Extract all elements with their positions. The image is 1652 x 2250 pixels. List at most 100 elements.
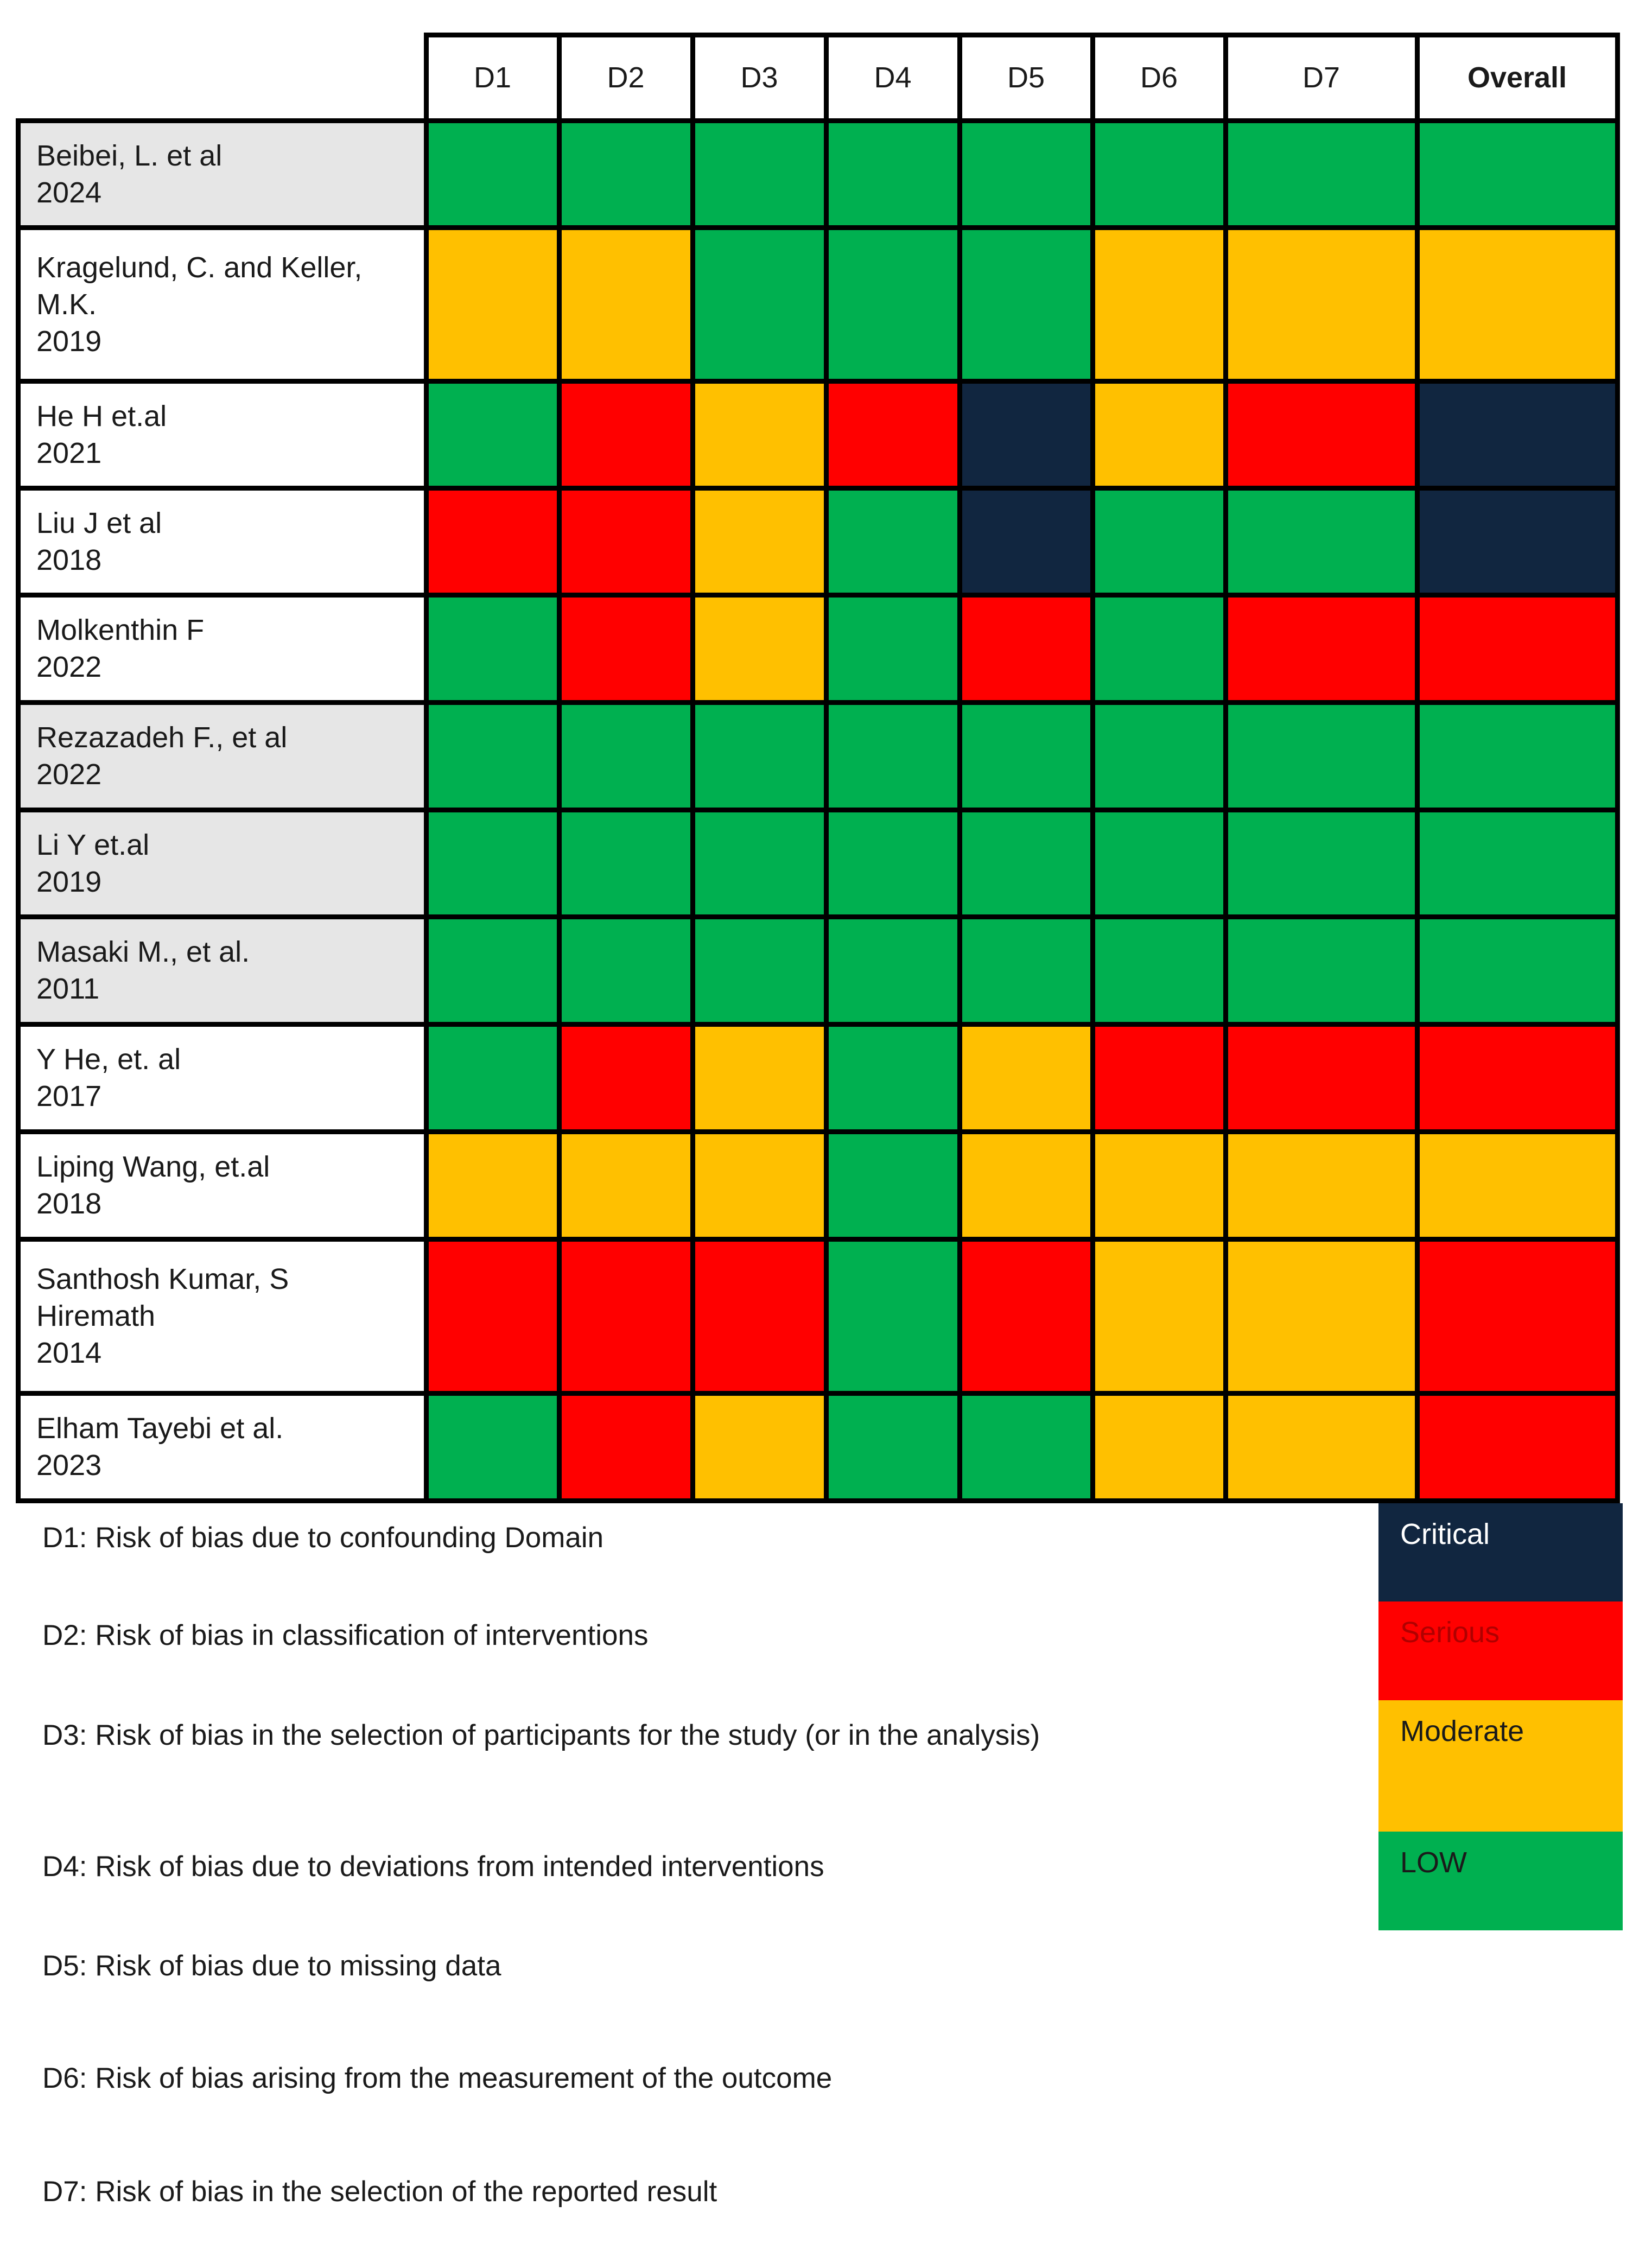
rating-cell-d5 bbox=[960, 1132, 1092, 1239]
rating-cell-d6 bbox=[1092, 702, 1225, 810]
rating-cell-d4 bbox=[826, 1393, 960, 1501]
legend-moderate: Moderate bbox=[1378, 1700, 1623, 1832]
domain-definition: D5: Risk of bias due to missing data bbox=[42, 1950, 501, 1982]
study-label-line: Liping Wang, et.al bbox=[36, 1151, 270, 1183]
rating-cell-d4 bbox=[826, 917, 960, 1024]
study-label-line: Kragelund, C. and Keller, bbox=[36, 251, 363, 284]
rating-cell-d2 bbox=[559, 595, 692, 702]
rating-cell-d2 bbox=[559, 1132, 692, 1239]
rating-cell-d1 bbox=[426, 917, 559, 1024]
rating-cell-d4 bbox=[826, 810, 960, 917]
rating-cell-d7 bbox=[1225, 1024, 1417, 1132]
rating-cell-d6 bbox=[1092, 381, 1225, 488]
rating-cell-d4 bbox=[826, 227, 960, 381]
rating-cell-overall bbox=[1417, 120, 1617, 227]
rating-cell-d7 bbox=[1225, 1393, 1417, 1501]
grid-line bbox=[15, 1129, 1620, 1134]
rating-cell-d2 bbox=[559, 702, 692, 810]
rating-cell-d5 bbox=[960, 595, 1092, 702]
study-label-line: 2022 bbox=[36, 651, 102, 683]
rating-cell-d7 bbox=[1225, 488, 1417, 595]
rating-cell-d2 bbox=[559, 917, 692, 1024]
rating-cell-d7 bbox=[1225, 1132, 1417, 1239]
study-label-line: Y He, et. al bbox=[36, 1043, 181, 1076]
rating-cell-d2 bbox=[559, 227, 692, 381]
rating-cell-d3 bbox=[692, 120, 826, 227]
rating-cell-d6 bbox=[1092, 1393, 1225, 1501]
rating-cell-d3 bbox=[692, 488, 826, 595]
study-label: Rezazadeh F., et al 2022 bbox=[18, 702, 426, 810]
rating-cell-d3 bbox=[692, 1024, 826, 1132]
grid-line bbox=[556, 32, 562, 1503]
rating-cell-d4 bbox=[826, 1024, 960, 1132]
rating-cell-d1 bbox=[426, 1024, 559, 1132]
study-label-line: Beibei, L. et al bbox=[36, 139, 223, 172]
rating-cell-d5 bbox=[960, 1239, 1092, 1393]
study-label-line: Rezazadeh F., et al bbox=[36, 721, 288, 754]
rating-cell-d3 bbox=[692, 227, 826, 381]
rating-cell-d4 bbox=[826, 120, 960, 227]
grid-line bbox=[15, 807, 1620, 812]
grid-line bbox=[690, 32, 695, 1503]
study-label-line: Elham Tayebi et al. bbox=[36, 1412, 284, 1445]
grid-line bbox=[15, 118, 21, 1503]
rating-cell-overall bbox=[1417, 810, 1617, 917]
rating-cell-overall bbox=[1417, 1132, 1617, 1239]
rating-cell-d4 bbox=[826, 702, 960, 810]
rating-cell-d5 bbox=[960, 120, 1092, 227]
study-label: Liping Wang, et.al 2018 bbox=[18, 1132, 426, 1239]
rating-cell-d1 bbox=[426, 488, 559, 595]
study-label-line: 2017 bbox=[36, 1080, 102, 1113]
rating-cell-overall bbox=[1417, 595, 1617, 702]
study-label-line: 2021 bbox=[36, 436, 102, 469]
rating-cell-d3 bbox=[692, 702, 826, 810]
rating-cell-d7 bbox=[1225, 227, 1417, 381]
study-label-line: 2019 bbox=[36, 865, 102, 898]
grid-line bbox=[15, 914, 1620, 919]
grid-line bbox=[15, 1021, 1620, 1027]
rating-cell-d6 bbox=[1092, 1239, 1225, 1393]
rating-cell-overall bbox=[1417, 702, 1617, 810]
rating-cell-d1 bbox=[426, 702, 559, 810]
rating-cell-d3 bbox=[692, 1393, 826, 1501]
rating-cell-d6 bbox=[1092, 488, 1225, 595]
rating-cell-d7 bbox=[1225, 595, 1417, 702]
rating-cell-d6 bbox=[1092, 227, 1225, 381]
domain-definition: D2: Risk of bias in classification of in… bbox=[42, 1619, 649, 1651]
rating-cell-d4 bbox=[826, 488, 960, 595]
grid-line bbox=[15, 1498, 1620, 1503]
rating-cell-d1 bbox=[426, 810, 559, 917]
study-label-line: Masaki M., et al. bbox=[36, 936, 250, 968]
rating-cell-d3 bbox=[692, 810, 826, 917]
rating-cell-d1 bbox=[426, 381, 559, 488]
study-label-line: 2024 bbox=[36, 176, 102, 209]
domain-definition: D4: Risk of bias due to deviations from … bbox=[42, 1851, 824, 1883]
domain-definition: D1: Risk of bias due to confounding Doma… bbox=[42, 1522, 604, 1554]
rating-cell-d7 bbox=[1225, 702, 1417, 810]
study-label-line: Molkenthin F bbox=[36, 614, 205, 646]
rating-cell-d2 bbox=[559, 381, 692, 488]
grid-line bbox=[15, 118, 1620, 123]
rating-cell-d2 bbox=[559, 120, 692, 227]
study-label: He H et.al 2021 bbox=[18, 381, 426, 488]
rating-cell-overall bbox=[1417, 381, 1617, 488]
study-label-line: 2014 bbox=[36, 1337, 102, 1369]
study-label: Kragelund, C. and Keller, M.K. 2019 bbox=[18, 227, 426, 381]
study-label-line: Liu J et al bbox=[36, 506, 162, 539]
grid-line bbox=[957, 32, 962, 1503]
rating-cell-d4 bbox=[826, 381, 960, 488]
rating-cell-overall bbox=[1417, 488, 1617, 595]
rating-cell-d2 bbox=[559, 810, 692, 917]
rating-cell-overall bbox=[1417, 1024, 1617, 1132]
rating-cell-d4 bbox=[826, 1132, 960, 1239]
study-label-line: He H et.al bbox=[36, 399, 167, 433]
rating-cell-d4 bbox=[826, 1239, 960, 1393]
study-label: Masaki M., et al. 2011 bbox=[18, 917, 426, 1024]
rating-cell-d5 bbox=[960, 227, 1092, 381]
rating-cell-d2 bbox=[559, 1024, 692, 1132]
column-header-d2: D2 bbox=[559, 35, 692, 120]
study-label-line: Santhosh Kumar, S bbox=[36, 1263, 289, 1295]
study-label-line: 2023 bbox=[36, 1449, 102, 1482]
study-label-line: 2022 bbox=[36, 758, 102, 791]
rating-cell-d2 bbox=[559, 488, 692, 595]
